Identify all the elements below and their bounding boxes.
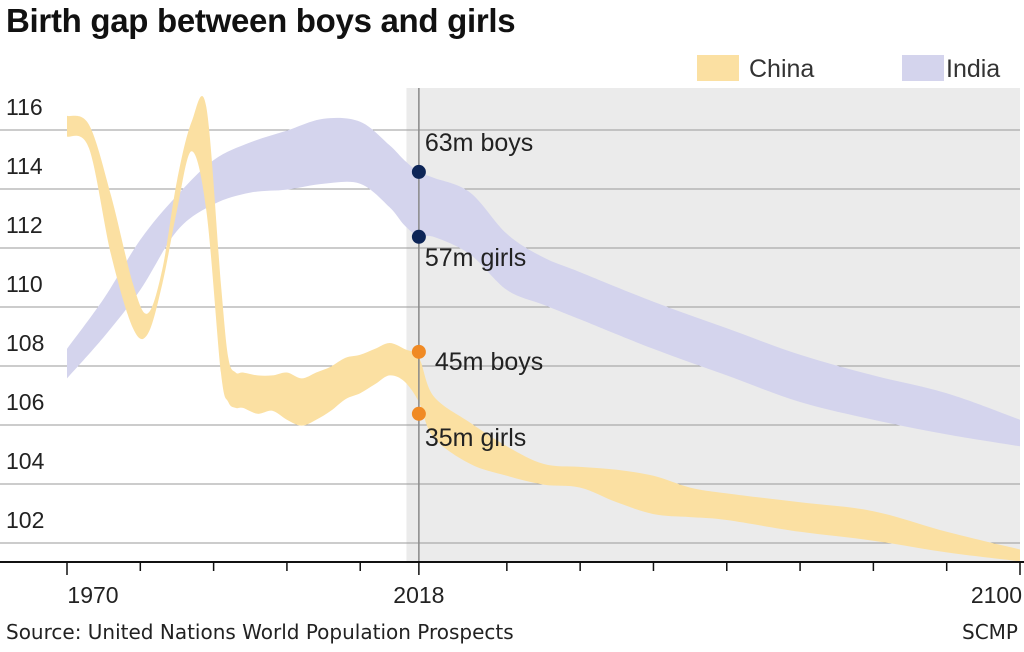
y-tick-label-104: 104 [6, 448, 45, 474]
legend-swatch-india [902, 55, 944, 81]
marker-label-2: 45m boys [435, 348, 543, 376]
source-note: Source: United Nations World Population … [6, 620, 514, 644]
x-tick-labels: 1970 2018 2100 [67, 582, 1022, 608]
series-areas [67, 95, 1020, 562]
series-area-india [67, 117, 1020, 447]
x-tick-label-1970: 1970 [67, 582, 118, 608]
y-tick-label-108: 108 [6, 330, 44, 356]
marker-label-3: 35m girls [425, 424, 526, 452]
y-tick-labels: 102 104 106 108 110 112 114 116 [6, 94, 45, 533]
x-tick-label-2018: 2018 [393, 582, 444, 608]
chart-title: Birth gap between boys and girls [6, 2, 516, 39]
y-tick-label-102: 102 [6, 507, 44, 533]
gridlines [0, 129, 1020, 544]
y-tick-label-112: 112 [6, 212, 43, 238]
marker-0 [411, 164, 426, 179]
y-tick-label-114: 114 [6, 153, 43, 179]
marker-3 [411, 406, 426, 421]
series-area-china [67, 95, 1020, 562]
marker-2 [411, 344, 426, 359]
legend-label-india: India [946, 55, 1000, 83]
credit: SCMP [962, 620, 1018, 644]
y-tick-label-116: 116 [6, 94, 43, 120]
marker-1 [411, 229, 426, 244]
legend-label-china: China [749, 55, 814, 83]
marker-label-1: 57m girls [425, 244, 526, 272]
legend: China India [697, 55, 1000, 83]
markers: 63m boys 57m girls 45m boys 35m girls [411, 129, 543, 452]
y-tick-label-106: 106 [6, 389, 44, 415]
marker-label-0: 63m boys [425, 129, 533, 157]
x-tick-label-2100: 2100 [971, 582, 1022, 608]
y-tick-label-110: 110 [6, 271, 43, 297]
legend-swatch-china [697, 55, 739, 81]
x-ticks [66, 562, 1021, 575]
